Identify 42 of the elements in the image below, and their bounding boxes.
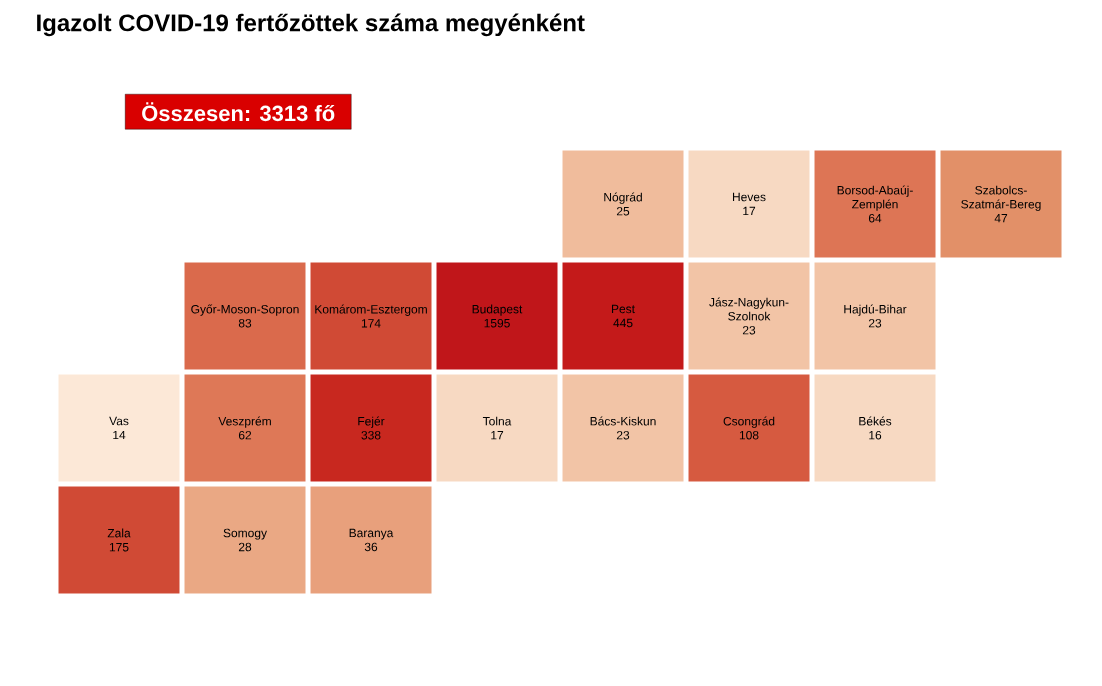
data-label: 25	[616, 206, 630, 216]
data-label: 23	[742, 325, 756, 335]
data-label: 338	[361, 430, 381, 440]
data-label: 17	[743, 206, 756, 216]
data-label: 23	[616, 430, 630, 440]
data-label: 47	[994, 214, 1008, 223]
category-label: Somogy	[223, 528, 267, 540]
data-label: 17	[491, 431, 504, 440]
data-label: 14	[113, 430, 126, 440]
text: Összesen: 3313 fő	[142, 102, 335, 122]
category-label: Heves	[732, 192, 766, 202]
text: Igazolt COVID-19 fertőzöttek száma megyénként	[37, 13, 585, 37]
data-label: 16	[869, 430, 882, 440]
category-label: Jász-Nagykun-Szolnok	[709, 297, 789, 321]
category-label: Hajdú-Bihar	[844, 304, 907, 316]
category-label: Budapest	[472, 304, 523, 316]
category-label: Csongrád	[723, 416, 775, 428]
category-label: Baranya	[349, 528, 394, 540]
category-label: Bács-Kiskun	[590, 416, 656, 426]
category-label: Vas	[109, 416, 129, 426]
category-label: Szabolcs-Szatmár-Bereg	[961, 185, 1041, 211]
category-label: Tolna	[482, 416, 512, 426]
data-label: 175	[109, 543, 129, 552]
category-label: Győr-Moson-Sopron	[191, 304, 299, 316]
data-label: 83	[238, 318, 252, 328]
category-label: Veszprém	[218, 416, 271, 428]
category-label: Komárom-Esztergom	[315, 304, 427, 316]
data-label: 174	[361, 319, 381, 328]
data-label: 28	[238, 542, 252, 552]
data-label: 445	[613, 318, 633, 328]
data-label: 64	[868, 213, 882, 223]
category-label: Pest	[611, 304, 635, 314]
category-label: Nógrád	[604, 192, 642, 204]
category-label: Fejér	[358, 416, 385, 428]
category-label: Borsod-Abaúj-Zemplén	[837, 185, 913, 211]
data-label: 1595	[484, 318, 510, 328]
data-label: 108	[739, 430, 759, 440]
category-label: Békés	[859, 416, 892, 426]
category-label: Zala	[107, 528, 131, 538]
data-label: 36	[364, 542, 378, 552]
data-label: 62	[238, 430, 252, 440]
data-label: 23	[868, 318, 882, 328]
